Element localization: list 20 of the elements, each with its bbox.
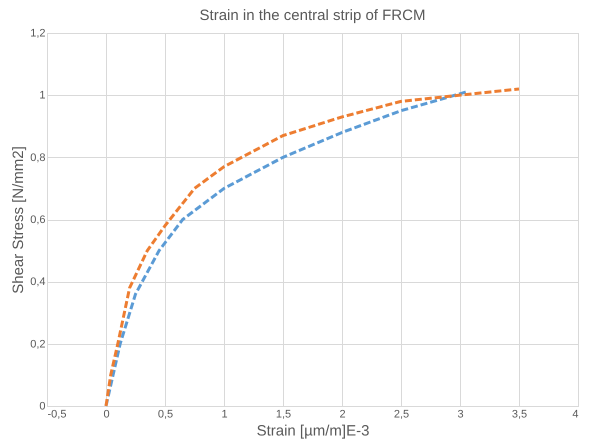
y-tick-label: 1: [39, 90, 46, 102]
x-tick-label: 0: [103, 408, 110, 420]
y-axis-title: Shear Stress [N/mm2]: [10, 146, 28, 294]
x-tick-label: 1: [221, 408, 228, 420]
x-tick-label: 2,5: [394, 408, 410, 420]
x-tick-label: 1,5: [276, 408, 292, 420]
y-tick-label: 1,2: [30, 28, 46, 40]
x-tick-label: 3,5: [512, 408, 528, 420]
x-tick-label: 3: [457, 408, 464, 420]
y-tick-label: 0: [39, 400, 46, 412]
x-axis-title: Strain [µm/m]E-3: [256, 422, 370, 440]
y-tick-label: 0,8: [30, 152, 46, 164]
x-tick-label: -0,5: [48, 408, 66, 420]
chart-title: Strain in the central strip of FRCM: [200, 7, 426, 24]
y-tick-label: 0,2: [30, 338, 46, 350]
x-tick-label: 0,5: [158, 408, 174, 420]
y-tick-label: 0,4: [30, 276, 46, 288]
x-tick-label: 4: [572, 408, 578, 420]
y-tick-label: 0,6: [30, 214, 46, 226]
x-tick-label: 2: [339, 408, 346, 420]
